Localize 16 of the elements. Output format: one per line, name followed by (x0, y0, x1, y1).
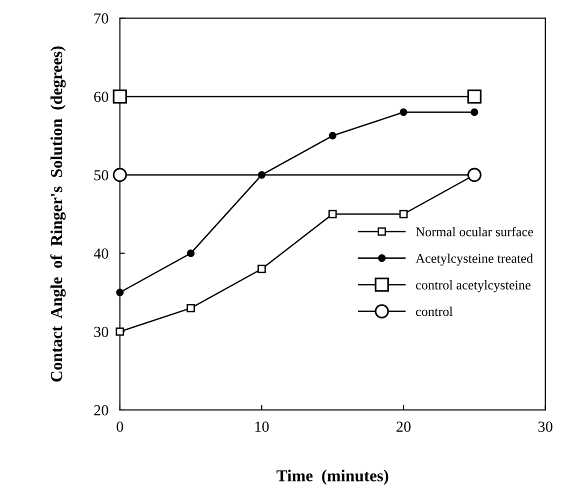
legend-label: Acetylcysteine treated (416, 254, 533, 266)
legend-label: control acetylcysteine (416, 280, 530, 292)
y-tick-label: 30 (94, 326, 108, 338)
y-tick-label: 40 (94, 248, 108, 259)
y-tick-label: 70 (94, 13, 108, 24)
x-tick-label: 0 (116, 422, 124, 432)
y-tick-label: 50 (94, 170, 108, 180)
x-axis-title: Time (minutes) (276, 470, 388, 485)
y-axis-title: Contact Angle of Ringer's Solution (degrees) (50, 46, 66, 382)
x-tick-label: 30 (538, 422, 552, 432)
x-tick-label: 20 (396, 422, 411, 432)
y-tick-label: 60 (94, 92, 108, 102)
legend-label: Normal ocular surface (416, 226, 533, 236)
legend-label: control (416, 306, 453, 316)
y-tick-label: 20 (94, 405, 108, 416)
x-tick-label: 10 (255, 422, 269, 432)
